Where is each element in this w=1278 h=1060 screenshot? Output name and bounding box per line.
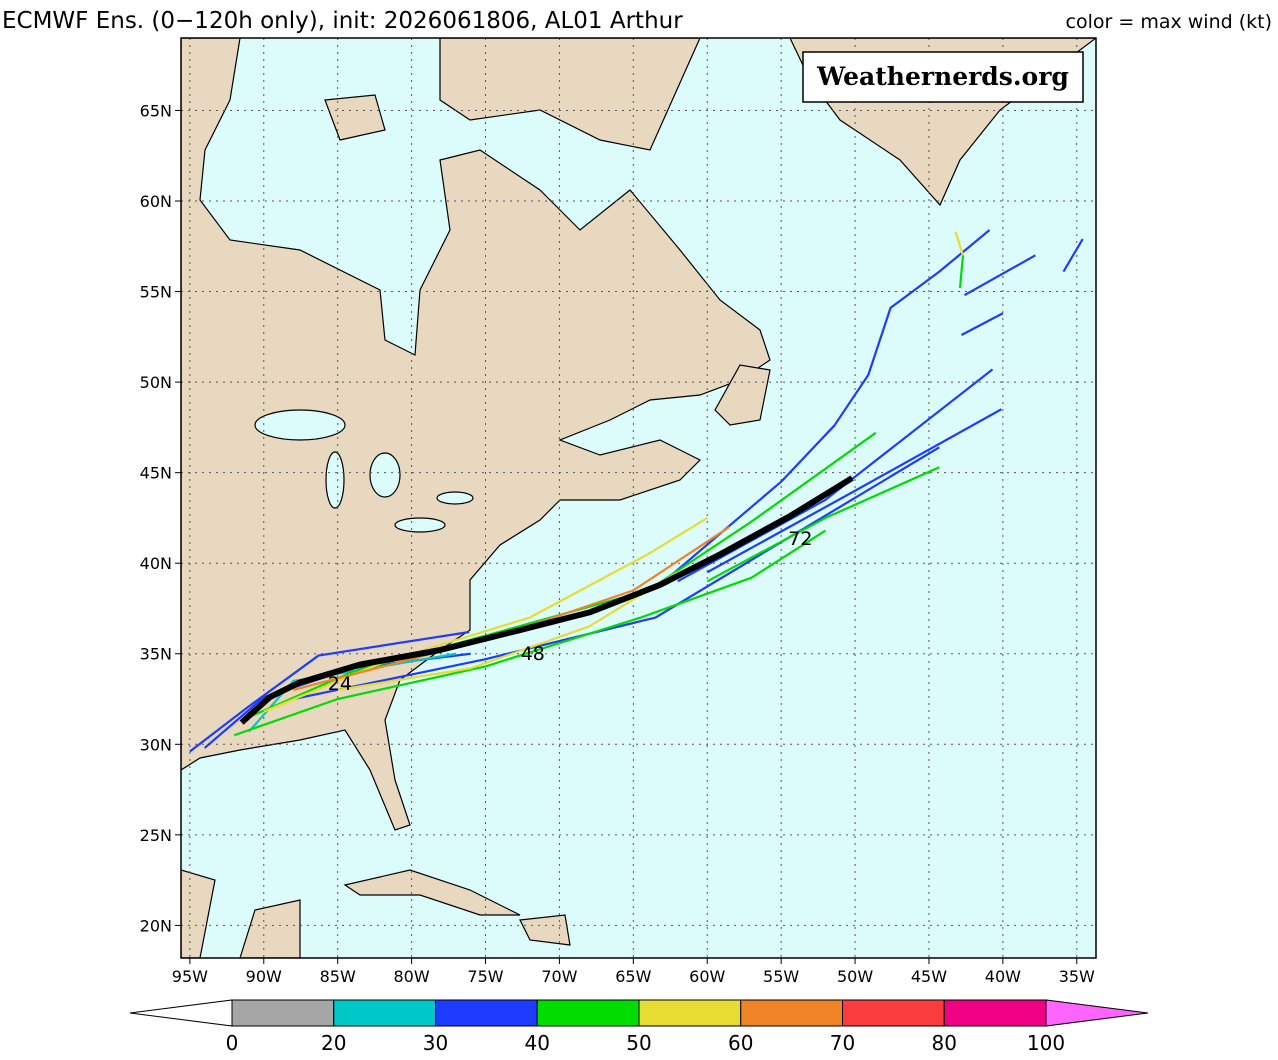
lon-label: 50W <box>837 967 873 986</box>
lake-erie <box>394 517 446 533</box>
member-track <box>1062 238 1084 273</box>
lon-label: 95W <box>172 967 208 986</box>
map-frame <box>180 37 1097 959</box>
colorbar-box <box>333 999 436 1027</box>
lat-label: 35N <box>140 645 172 664</box>
colorbar-label: 70 <box>830 1031 855 1055</box>
north-america <box>181 38 771 831</box>
colorbar-label: 100 <box>1027 1031 1065 1055</box>
lake-ontario <box>436 491 474 505</box>
colorbar-box <box>536 999 640 1027</box>
colorbar-box <box>231 999 335 1027</box>
watermark: Weathernerds.org <box>816 62 1069 91</box>
colorbar-label: 20 <box>321 1031 346 1055</box>
lon-label: 75W <box>467 967 503 986</box>
colorbar-under <box>129 999 233 1027</box>
member-track <box>960 312 1004 336</box>
colorbar-label: 80 <box>932 1031 957 1055</box>
hour-label: 48 <box>521 643 545 665</box>
map: 24 48 72 <box>181 38 1096 958</box>
cuba <box>343 869 521 916</box>
member-track <box>677 368 994 583</box>
hour-label: 24 <box>328 673 352 695</box>
lat-label: 45N <box>140 464 172 483</box>
member-track <box>706 466 940 583</box>
lon-label: 45W <box>911 967 947 986</box>
colorbar-over <box>1045 999 1149 1027</box>
lat-label: 60N <box>140 192 172 211</box>
member-track <box>706 408 1002 574</box>
baffin-island <box>439 38 701 151</box>
color-note: color = max wind (kt) <box>1066 11 1272 33</box>
lat-label: 50N <box>140 373 172 392</box>
member-track <box>293 526 731 692</box>
yucatan <box>239 899 301 958</box>
lake-michigan <box>325 451 345 509</box>
lon-label: 35W <box>1059 967 1095 986</box>
colorbar-label: 0 <box>226 1031 239 1055</box>
lon-label: 40W <box>985 967 1021 986</box>
newfoundland <box>714 364 771 426</box>
mean-track <box>239 475 854 725</box>
lat-label: 25N <box>140 826 172 845</box>
lon-label: 65W <box>615 967 651 986</box>
colorbar-label: 30 <box>423 1031 448 1055</box>
member-track <box>963 254 1036 297</box>
lon-label: 85W <box>320 967 356 986</box>
member-track <box>337 571 679 692</box>
member-track <box>659 229 991 586</box>
member-track <box>189 630 470 753</box>
lake-huron <box>369 452 401 498</box>
colorbar-box <box>842 999 945 1027</box>
colorbar-box <box>943 999 1047 1027</box>
lat-label: 55N <box>140 283 172 302</box>
arctic-island <box>324 94 386 141</box>
hour-label: 72 <box>788 528 812 550</box>
member-track <box>263 516 708 713</box>
lon-label: 90W <box>246 967 282 986</box>
member-track <box>958 255 965 289</box>
lon-label: 80W <box>394 967 430 986</box>
lon-label: 60W <box>689 967 725 986</box>
member-track <box>954 231 965 256</box>
title: ECMWF Ens. (0−120h only), init: 20260618… <box>2 8 683 34</box>
colorbar-label: 60 <box>728 1031 753 1055</box>
colorbar-box <box>435 999 538 1027</box>
member-track <box>233 529 827 737</box>
lat-label: 40N <box>140 554 172 573</box>
colorbar-box <box>740 999 843 1027</box>
watermark-box <box>802 51 1084 103</box>
lat-label: 30N <box>140 735 172 754</box>
colorbar-label: 50 <box>626 1031 651 1055</box>
lon-label: 55W <box>763 967 799 986</box>
lat-label: 65N <box>140 101 172 120</box>
colorbar-box <box>638 999 742 1027</box>
lake-superior <box>254 409 346 441</box>
lon-label: 70W <box>541 967 577 986</box>
hispaniola <box>519 914 571 946</box>
colorbar-label: 40 <box>525 1031 550 1055</box>
lat-label: 20N <box>140 916 172 935</box>
